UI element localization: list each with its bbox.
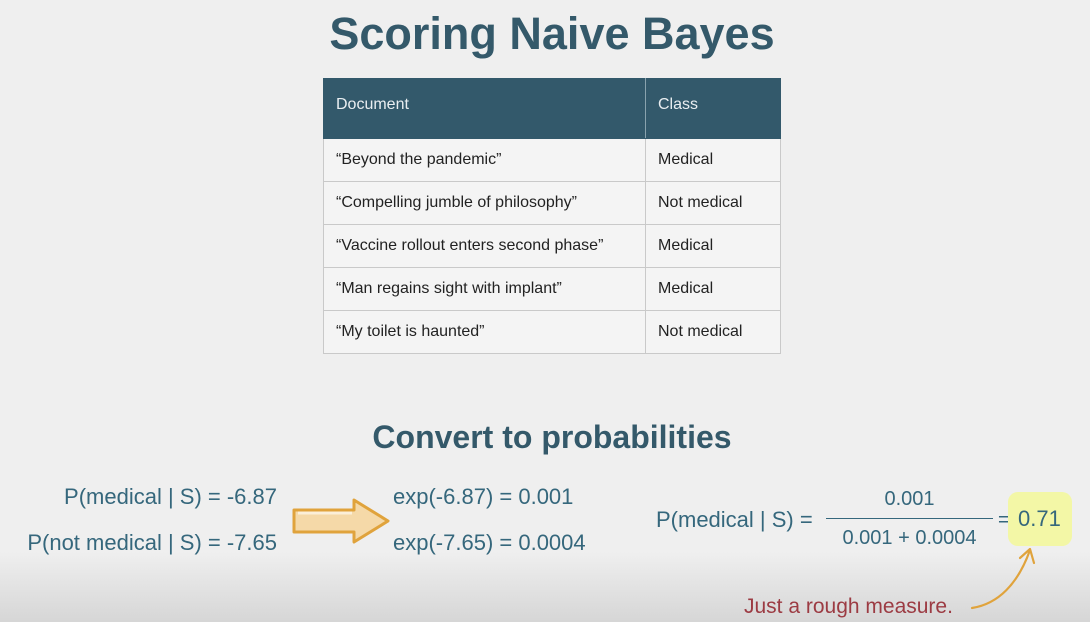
result-highlight xyxy=(1008,492,1072,546)
exp-medical-equation: exp(-6.87) = 0.001 xyxy=(393,484,574,509)
annotation-note: Just a rough measure. xyxy=(744,595,953,618)
documents-table: Document Class “Beyond the pandemic” Med… xyxy=(323,78,781,354)
posterior-lhs: P(medical | S) = xyxy=(656,507,813,532)
section-subtitle: Convert to probabilities xyxy=(372,419,732,455)
class-cell: Medical xyxy=(645,224,781,268)
slide-title: Scoring Naive Bayes xyxy=(329,8,775,59)
table-row: “Vaccine rollout enters second phase” Me… xyxy=(323,224,781,268)
fraction-bar xyxy=(826,518,993,519)
log-not-medical-equation: P(not medical | S) = -7.65 xyxy=(27,530,277,555)
document-cell: “Vaccine rollout enters second phase” xyxy=(323,224,646,268)
table-row: “My toilet is haunted” Not medical xyxy=(323,310,781,354)
log-medical-equation: P(medical | S) = -6.87 xyxy=(64,484,277,509)
fraction-numerator: 0.001 xyxy=(884,488,935,510)
exp-not-medical-equation: exp(-7.65) = 0.0004 xyxy=(393,530,586,555)
header-class: Class xyxy=(645,78,781,139)
table-row: “Beyond the pandemic” Medical xyxy=(323,138,781,182)
header-document: Document xyxy=(323,78,646,139)
table-header-row: Document Class xyxy=(323,78,781,139)
table-row: “Compelling jumble of philosophy” Not me… xyxy=(323,181,781,225)
class-cell: Not medical xyxy=(645,310,781,354)
table-row: “Man regains sight with implant” Medical xyxy=(323,267,781,311)
document-cell: “Man regains sight with implant” xyxy=(323,267,646,311)
document-cell: “Beyond the pandemic” xyxy=(323,138,646,182)
right-arrow-icon xyxy=(292,498,390,544)
class-cell: Medical xyxy=(645,267,781,311)
class-cell: Not medical xyxy=(645,181,781,225)
fraction-denominator: 0.001 + 0.0004 xyxy=(842,527,977,549)
curved-arrow-icon xyxy=(970,547,1036,610)
equals-sign: = xyxy=(998,509,1010,531)
document-cell: “Compelling jumble of philosophy” xyxy=(323,181,646,225)
posterior-result: 0.71 xyxy=(1018,506,1061,531)
class-cell: Medical xyxy=(645,138,781,182)
document-cell: “My toilet is haunted” xyxy=(323,310,646,354)
bottom-shade xyxy=(0,552,1090,622)
